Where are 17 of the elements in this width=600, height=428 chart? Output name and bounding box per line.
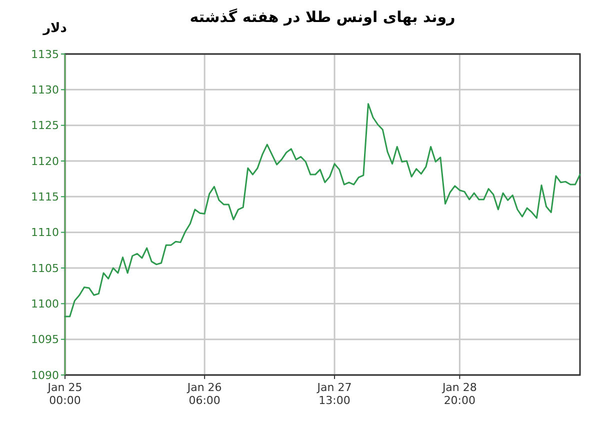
y-tick-label: 1105 bbox=[31, 262, 59, 275]
y-tick-label: 1115 bbox=[31, 190, 59, 204]
y-tick-label: 1135 bbox=[31, 48, 59, 61]
x-tick-label: Jan 25 00:00 bbox=[46, 381, 82, 407]
x-tick-label: Jan 27 13:00 bbox=[316, 381, 352, 407]
y-tick-label: 1095 bbox=[31, 333, 59, 346]
y-axis-title: دلار bbox=[42, 21, 68, 36]
x-tick-label: Jan 28 20:00 bbox=[441, 381, 477, 407]
y-tick-label: 1090 bbox=[31, 368, 59, 382]
y-tick-label: 1125 bbox=[31, 119, 59, 132]
x-tick-label: Jan 26 06:00 bbox=[186, 381, 222, 407]
chart-title: روند بهای اونس طلا در هفته گذشته bbox=[190, 8, 456, 26]
y-tick-label: 1100 bbox=[31, 298, 59, 311]
line-series bbox=[64, 103, 581, 318]
y-tick-label: 1130 bbox=[31, 84, 59, 97]
y-tick-label: 1120 bbox=[31, 154, 59, 168]
y-tick-label: 1110 bbox=[31, 226, 59, 240]
